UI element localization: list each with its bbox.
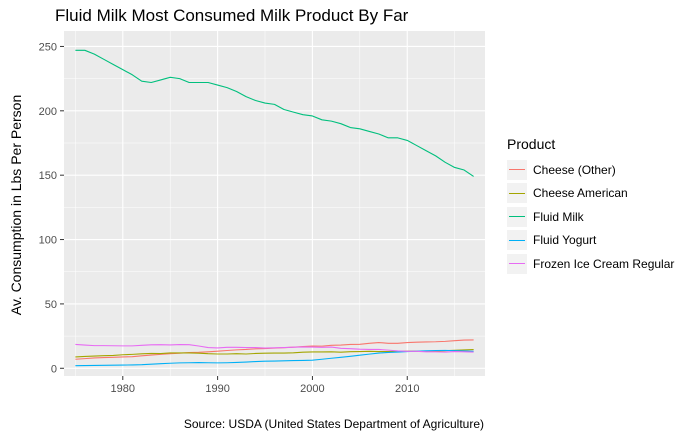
plot-panel [64, 31, 485, 376]
legend-key [507, 183, 527, 204]
y-tick-label: 50 [45, 299, 57, 311]
legend-key-line [509, 216, 525, 218]
y-tick-label: 200 [39, 106, 57, 118]
legend-item: Fluid Yogurt [507, 229, 674, 253]
y-tick-label: 250 [39, 41, 57, 53]
legend-item: Frozen Ice Cream Regular [507, 252, 674, 276]
legend-key [507, 253, 527, 274]
chart-title: Fluid Milk Most Consumed Milk Product By… [55, 6, 409, 25]
legend-item: Fluid Milk [507, 205, 674, 229]
legend-label: Fluid Yogurt [533, 233, 597, 248]
legend-key-line [509, 263, 525, 265]
y-tick-label: 150 [39, 170, 57, 182]
chart-caption: Source: USDA (United States Department o… [183, 417, 484, 431]
x-tick-label: 1990 [205, 383, 229, 395]
legend-key-line [509, 169, 525, 171]
series-line-frozen-ice-cream-regular [75, 343, 474, 353]
legend: Product Cheese (Other) Cheese American Flu… [507, 136, 674, 276]
x-tick-label: 2000 [300, 383, 324, 395]
legend-key [507, 230, 527, 251]
legend-title: Product [507, 136, 556, 152]
legend-label: Fluid Milk [533, 209, 584, 224]
legend-label: Frozen Ice Cream Regular [533, 256, 675, 271]
legend-label: Cheese American [533, 186, 628, 201]
y-tick-label: 0 [51, 363, 57, 375]
legend-key [507, 206, 527, 227]
x-tick-label: 2010 [395, 383, 419, 395]
legend-key-line [509, 239, 525, 241]
legend-item: Cheese (Other) [507, 158, 674, 182]
legend-label: Cheese (Other) [533, 162, 616, 177]
legend-item: Cheese American [507, 182, 674, 206]
y-tick-label: 100 [39, 235, 57, 247]
legend-key-line [509, 192, 525, 194]
legend-key [507, 159, 527, 180]
x-tick-label: 1980 [111, 383, 135, 395]
series-line-fluid-milk [75, 49, 474, 177]
